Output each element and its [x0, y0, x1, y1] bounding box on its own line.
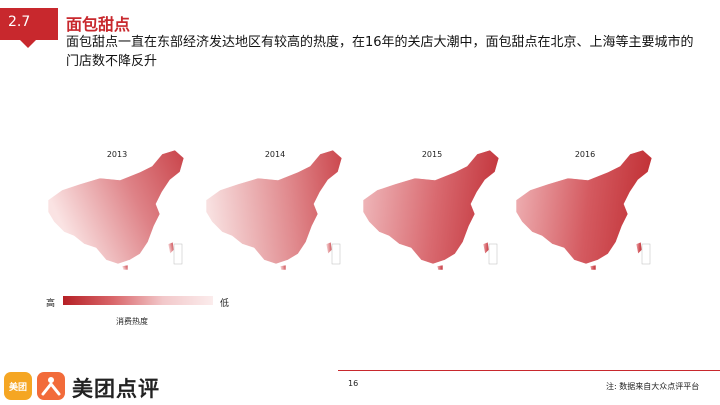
map-2014: [205, 149, 343, 270]
section-badge-notch: [20, 40, 36, 48]
footer-divider: [338, 370, 720, 371]
map-2013: [47, 149, 185, 270]
brand-wordmark: 美团点评: [72, 377, 160, 401]
legend-title: 消费热度: [116, 317, 148, 326]
meituan-logo-icon: 美团: [4, 372, 32, 400]
slide-description: 面包甜点一直在东部经济发达地区有较高的热度，在16年的关店大潮中，面包甜点在北京…: [66, 35, 694, 69]
map-year-2014: 2014: [264, 150, 286, 159]
dianping-logo-icon: [37, 372, 65, 400]
slide-title: 面包甜点: [66, 15, 131, 34]
south-sea-inset: [488, 243, 498, 265]
legend-low-label: 低: [220, 299, 230, 309]
legend-color-bar: [63, 296, 213, 305]
section-badge: [0, 8, 58, 40]
section-number: 2.7: [8, 14, 31, 30]
map-year-2015: 2015: [421, 150, 443, 159]
map-2015: [362, 149, 500, 270]
south-sea-inset: [331, 243, 341, 265]
map-year-2013: 2013: [106, 150, 128, 159]
map-2016: [515, 149, 653, 270]
map-year-2016: 2016: [574, 150, 596, 159]
source-note: 注: 数据来自大众点评平台: [606, 382, 700, 391]
south-sea-inset: [641, 243, 651, 265]
page-number: 16: [348, 379, 359, 388]
legend-high-label: 高: [46, 299, 56, 309]
south-sea-inset: [173, 243, 183, 265]
meituan-logo-text: 美团: [8, 383, 27, 393]
